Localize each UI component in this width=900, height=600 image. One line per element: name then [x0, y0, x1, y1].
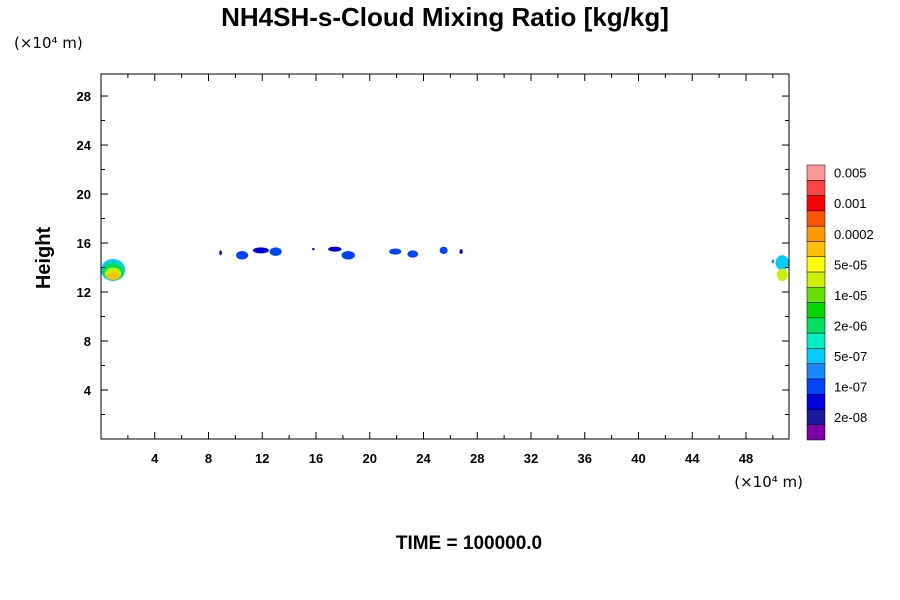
x-axis-unit: (×10⁴ m): [734, 473, 803, 491]
cloud-blob: [439, 246, 448, 255]
colorbar-cell: [806, 363, 826, 380]
colorbar-label: 5e-07: [834, 349, 867, 364]
cloud-blob: [407, 250, 419, 258]
chart-title: NH4SH-s-Cloud Mixing Ratio [kg/kg]: [221, 2, 669, 32]
colorbar-cell: [806, 378, 826, 395]
colorbar-cell: [806, 348, 826, 364]
cloud-blob: [269, 247, 282, 256]
colorbar-cell: [806, 302, 826, 319]
x-tick-label: 28: [470, 451, 484, 466]
colorbar-cell: [806, 210, 826, 227]
cloud-blob: [459, 249, 463, 255]
colorbar-label: 0.005: [834, 166, 867, 181]
colorbar-cell: [806, 225, 826, 242]
x-tick-label: 36: [578, 451, 592, 466]
x-tick-label: 32: [524, 451, 538, 466]
y-axis-unit: (×10⁴ m): [14, 34, 83, 52]
cloud-blob: [219, 250, 222, 256]
colorbar-cell: [806, 195, 826, 212]
y-axis-label: Height: [33, 227, 55, 290]
colorbar-cell: [806, 317, 826, 334]
cloud-blob: [252, 247, 269, 254]
plot-frame: [100, 73, 790, 440]
cloud-blob: [328, 246, 342, 252]
colorbar-label: 1e-05: [834, 288, 867, 303]
colorbar-cell: [806, 271, 826, 288]
cloud-blob: [776, 268, 788, 281]
cloud-blob: [771, 259, 775, 264]
colorbar-cell: [806, 409, 826, 425]
cloud-blob: [236, 250, 249, 260]
cloud-blob: [341, 250, 355, 260]
cloud-blob: [311, 247, 315, 251]
colorbar: 2e-08 1e-07 5e-07 2e-06 1e-05 5e-05 0.0002 0.00…: [806, 164, 874, 441]
colorbar-label: 2e-08: [834, 410, 867, 425]
colorbar-cell: [806, 393, 826, 410]
cloud-blob: [389, 248, 402, 255]
y-tick-label: 4: [84, 383, 92, 398]
x-axis-ticks: 4 8 12 16 20 24 28 32 36 40 44 48: [127, 74, 774, 466]
y-tick-label: 28: [77, 89, 91, 104]
colorbar-cell: [806, 180, 826, 196]
colorbar-label: 5e-05: [834, 257, 867, 272]
y-tick-label: 24: [77, 138, 92, 153]
y-axis-ticks: 4 8 12 16 20 24 28: [77, 89, 789, 416]
y-tick-label: 8: [84, 334, 91, 349]
plot-area: [101, 74, 789, 439]
x-tick-label: 8: [205, 451, 212, 466]
x-tick-label: 24: [416, 451, 431, 466]
colorbar-label: 0.0002: [834, 227, 874, 242]
colorbar-cell: [806, 286, 826, 303]
cloud-blob: [775, 255, 789, 270]
x-tick-label: 44: [685, 451, 700, 466]
colorbar-label: 2e-06: [834, 318, 867, 333]
x-tick-label: 12: [255, 451, 269, 466]
x-tick-label: 40: [631, 451, 645, 466]
x-tick-label: 48: [739, 451, 753, 466]
colorbar-cell: [806, 424, 826, 441]
colorbar-cell: [806, 164, 826, 181]
cloud-field: [101, 246, 789, 281]
colorbar-label: 1e-07: [834, 380, 867, 395]
y-tick-label: 12: [77, 285, 91, 300]
cloud-blob: [106, 272, 120, 280]
colorbar-cell: [806, 241, 826, 257]
x-tick-label: 16: [309, 451, 323, 466]
time-label: TIME = 100000.0: [396, 533, 542, 554]
colorbar-cell: [806, 332, 826, 349]
y-tick-label: 20: [77, 187, 91, 202]
colorbar-cell: [806, 256, 826, 273]
x-tick-label: 20: [363, 451, 377, 466]
y-tick-label: 16: [77, 236, 91, 251]
x-tick-label: 4: [151, 451, 159, 466]
colorbar-label: 0.001: [834, 196, 867, 211]
